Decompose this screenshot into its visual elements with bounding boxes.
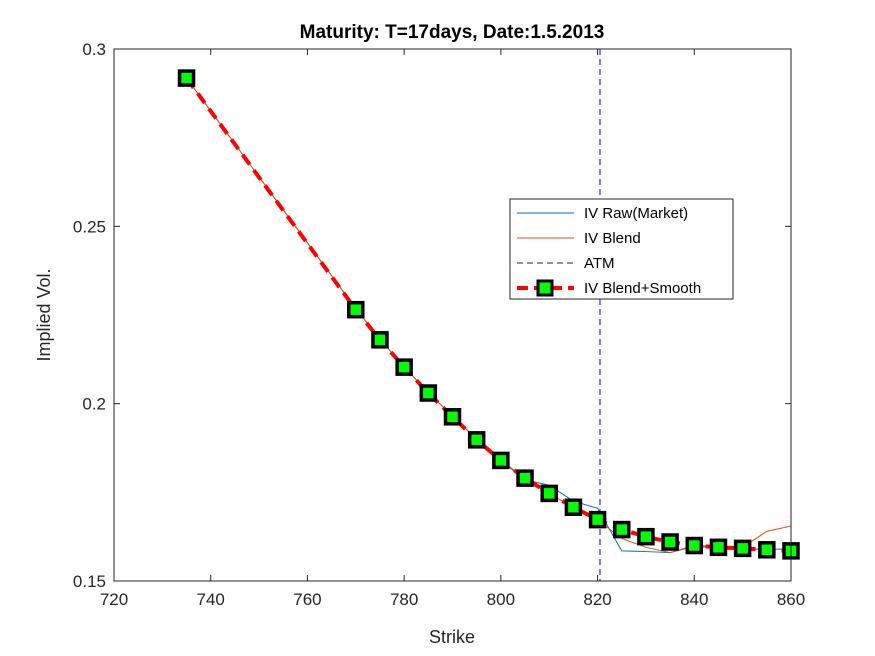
series-iv-blend-smooth-marker — [492, 451, 510, 470]
y-tick-label: 0.3 — [82, 40, 106, 59]
series-iv-blend-smooth-marker — [540, 484, 558, 503]
x-tick-label: 800 — [487, 590, 515, 609]
series-iv-blend-smooth-marker — [564, 498, 583, 516]
axis-ticks: 720 740 760 780 800 820 840 860 0.15 0.2 0.25 0.3 — [73, 40, 805, 609]
series-iv-blend-smooth-marker — [419, 384, 438, 402]
x-tick-label: 840 — [680, 590, 708, 609]
x-tick-label: 780 — [390, 590, 418, 609]
series-iv-blend-smooth-marker — [347, 300, 365, 319]
x-axis-label: Strike — [429, 627, 475, 647]
x-tick-label: 740 — [197, 590, 225, 609]
y-tick-label: 0.2 — [82, 395, 106, 414]
series-iv-blend-smooth-marker — [758, 541, 776, 559]
legend-label-atm: ATM — [584, 255, 615, 272]
legend: IV Raw(Market) IV Blend ATM IV Blend+Smo… — [509, 198, 734, 300]
legend-label-smooth: IV Blend+Smooth — [584, 280, 701, 297]
plot-frame — [113, 48, 792, 582]
x-tick-label: 820 — [583, 590, 611, 609]
x-tick-label: 720 — [100, 590, 128, 609]
series-layer — [177, 49, 800, 581]
legend-label-raw: IV Raw(Market) — [584, 205, 688, 222]
series-iv-blend-smooth-marker — [637, 527, 655, 546]
series-iv-blend-smooth-marker — [516, 469, 534, 487]
legend-label-blend: IV Blend — [584, 230, 641, 247]
series-iv-blend-smooth-marker — [661, 533, 679, 551]
y-axis-label: Implied Vol. — [34, 268, 54, 361]
series-iv-blend-smooth-marker — [588, 510, 607, 529]
plot-area — [114, 49, 791, 581]
series-iv-blend-smooth-marker — [395, 358, 413, 376]
y-tick-label: 0.25 — [73, 217, 106, 236]
x-tick-label: 760 — [293, 590, 321, 609]
legend-swatch-smooth-marker — [536, 279, 554, 297]
series-iv-blend-smooth-marker — [709, 538, 728, 557]
series-iv-blend-smooth-marker — [177, 69, 196, 87]
series-iv-blend-smooth-marker — [613, 520, 631, 539]
chart-title: Maturity: T=17days, Date:1.5.2013 — [300, 22, 605, 43]
series-iv-blend-smooth-marker — [443, 408, 462, 426]
series-iv-blend-smooth-marker — [371, 331, 389, 349]
y-tick-label: 0.15 — [73, 572, 106, 591]
series-iv-blend-smooth-marker — [733, 539, 752, 558]
x-tick-label: 860 — [777, 590, 805, 609]
series-iv-blend-smooth-marker — [467, 431, 486, 449]
series-iv-blend-smooth-marker — [685, 536, 704, 555]
